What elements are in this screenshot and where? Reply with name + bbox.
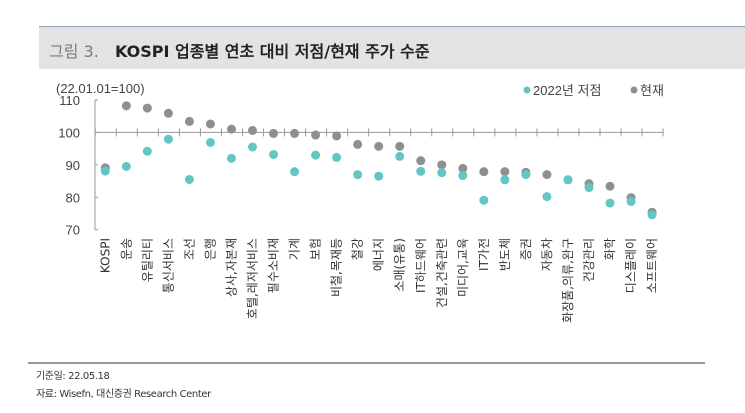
x-category-label: 건강관리 bbox=[582, 238, 596, 282]
point-2022-low bbox=[121, 161, 131, 171]
point-current bbox=[542, 170, 552, 180]
x-category-label: IT하드웨어 bbox=[414, 238, 428, 293]
point-current bbox=[332, 131, 342, 141]
x-category-label: 에너지 bbox=[372, 238, 386, 271]
point-current bbox=[205, 119, 215, 129]
point-2022-low bbox=[184, 174, 194, 184]
point-current bbox=[142, 103, 152, 113]
legend-marker-current bbox=[630, 86, 638, 94]
point-current bbox=[605, 181, 615, 191]
point-current bbox=[290, 128, 300, 138]
unit-label: (22.01.01=100) bbox=[56, 81, 145, 96]
point-2022-low bbox=[205, 137, 215, 147]
x-category-label: 호텔,레저서비스 bbox=[246, 238, 260, 319]
point-current bbox=[248, 125, 258, 135]
x-category-label: 화학 bbox=[603, 238, 617, 260]
x-category-label: KOSPI bbox=[98, 238, 112, 273]
figure-number: 그림 3. bbox=[49, 42, 99, 61]
point-2022-low bbox=[269, 149, 279, 159]
point-current bbox=[458, 163, 468, 173]
x-category-label: 화장품,의류,완구 bbox=[561, 238, 575, 323]
x-category-label: 철강 bbox=[351, 238, 365, 260]
point-2022-low bbox=[311, 150, 321, 160]
point-2022-low bbox=[584, 183, 594, 193]
point-current bbox=[121, 101, 131, 111]
point-2022-low bbox=[226, 153, 236, 163]
x-category-label: 조선 bbox=[182, 238, 196, 260]
footer-divider bbox=[28, 362, 705, 364]
x-category-label: 상사,자본재 bbox=[224, 238, 238, 297]
source-note: 자료: Wisefn, 대신증권 Research Center bbox=[36, 389, 211, 400]
point-current bbox=[269, 128, 279, 138]
x-category-label: 디스플레이 bbox=[624, 238, 638, 293]
point-2022-low bbox=[332, 152, 342, 162]
x-category-label: 건설,건축관련 bbox=[435, 238, 449, 308]
legend-label-low: 2022년 저점 bbox=[533, 83, 601, 98]
x-category-label: 기계 bbox=[288, 238, 302, 260]
x-category-label: 운송 bbox=[119, 238, 133, 260]
y-tick-label: 70 bbox=[66, 223, 80, 238]
point-2022-low bbox=[563, 175, 573, 185]
x-category-label: IT가전 bbox=[477, 238, 491, 271]
point-2022-low bbox=[416, 166, 426, 176]
point-current bbox=[416, 156, 426, 166]
figure-title-bar: 그림 3. KOSPI 업종별 연초 대비 저점/현재 주가 수준 bbox=[39, 26, 745, 69]
y-tick-label: 90 bbox=[66, 158, 80, 173]
x-category-label: 증권 bbox=[519, 238, 533, 260]
x-category-label: 소매(유통) bbox=[393, 238, 407, 292]
point-current bbox=[184, 116, 194, 126]
point-2022-low bbox=[458, 171, 468, 181]
x-category-label: 보험 bbox=[309, 238, 323, 260]
point-2022-low bbox=[374, 171, 384, 181]
point-2022-low bbox=[626, 196, 636, 206]
point-2022-low bbox=[290, 167, 300, 177]
point-2022-low bbox=[647, 210, 657, 220]
point-2022-low bbox=[248, 142, 258, 152]
point-current bbox=[437, 160, 447, 170]
point-2022-low bbox=[437, 168, 447, 178]
point-2022-low bbox=[500, 175, 510, 185]
x-category-label: 유틸리티 bbox=[140, 238, 154, 282]
x-category-label: 자동차 bbox=[540, 238, 554, 271]
point-current bbox=[226, 124, 236, 134]
x-category-label: 통신서비스 bbox=[161, 238, 175, 293]
x-category-label: 은행 bbox=[202, 238, 217, 260]
point-2022-low bbox=[163, 134, 173, 144]
point-current bbox=[500, 167, 510, 177]
point-current bbox=[479, 167, 489, 177]
point-2022-low bbox=[142, 146, 152, 156]
point-2022-low bbox=[395, 151, 405, 161]
y-tick-label: 100 bbox=[58, 125, 80, 140]
base-date: 기준일: 22.05.18 bbox=[36, 371, 110, 382]
x-category-label: 미디어,교육 bbox=[456, 238, 470, 297]
point-current bbox=[311, 130, 321, 140]
point-current bbox=[163, 108, 173, 118]
point-2022-low bbox=[542, 192, 552, 202]
point-2022-low bbox=[605, 198, 615, 208]
point-2022-low bbox=[479, 195, 489, 205]
y-tick-label: 110 bbox=[59, 93, 80, 108]
legend-label-current: 현재 bbox=[640, 83, 664, 98]
x-category-label: 소프트웨어 bbox=[645, 238, 659, 293]
legend: 2022년 저점 현재 bbox=[523, 83, 664, 98]
point-current bbox=[374, 141, 384, 151]
point-2022-low bbox=[353, 170, 363, 180]
point-current bbox=[395, 141, 405, 151]
figure-title: KOSPI 업종별 연초 대비 저점/현재 주가 수준 bbox=[115, 42, 430, 61]
x-category-label: 반도체 bbox=[498, 238, 512, 271]
y-tick-label: 80 bbox=[66, 190, 80, 205]
legend-marker-low bbox=[523, 86, 531, 94]
point-2022-low bbox=[521, 170, 531, 180]
x-category-label: 필수소비재 bbox=[267, 238, 281, 293]
x-category-label: 비철,목재등 bbox=[330, 238, 344, 297]
point-2022-low bbox=[100, 166, 110, 176]
point-current bbox=[353, 139, 363, 149]
